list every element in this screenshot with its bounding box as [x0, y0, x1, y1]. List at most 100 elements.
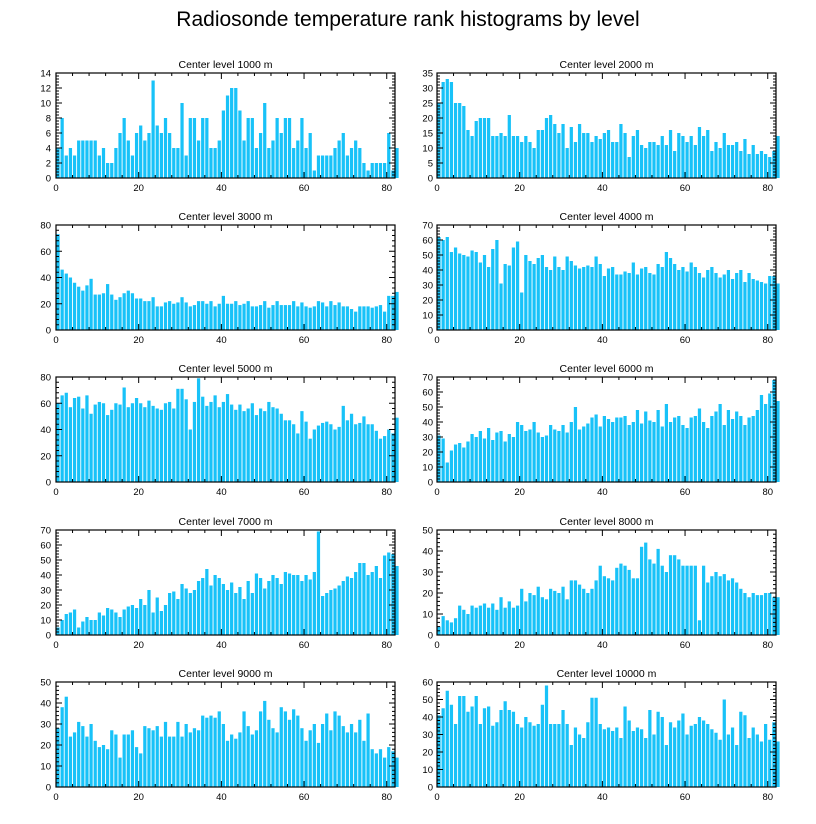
panel-10-bar: [660, 717, 664, 787]
panel-9-bar: [118, 757, 122, 787]
panel-10-bar: [706, 724, 710, 787]
panel-7-bar: [180, 584, 184, 635]
panel-10-bar: [635, 727, 640, 787]
panel-3-bar: [258, 305, 263, 330]
panel-2-xtick-label: 60: [680, 183, 691, 194]
panel-7-bar: [287, 573, 292, 635]
panel-4-bar: [681, 267, 685, 330]
panel-9-bar: [147, 728, 151, 787]
panel-1-bar: [151, 80, 155, 178]
panel-2-bar: [701, 136, 706, 178]
panel-8-bar: [458, 605, 462, 635]
panel-6-bar: [673, 417, 677, 482]
panel-1-bar: [230, 88, 234, 178]
panel-5-bar: [134, 398, 139, 482]
panel-3-bar: [213, 306, 217, 330]
panel-4-bar: [540, 255, 544, 330]
panel-6-ytick-label: 70: [422, 373, 433, 384]
panel-2-ytick-label: 5: [428, 159, 433, 170]
panel-7-ytick-label: 0: [46, 631, 51, 642]
panel-1-bar: [312, 170, 316, 178]
panel-4-ytick-label: 70: [422, 221, 433, 232]
panel-5-xtick-label: 60: [299, 487, 310, 498]
panel-1-bar: [72, 155, 77, 178]
panel-1-bar: [382, 163, 387, 178]
panel-3-bar: [283, 305, 288, 330]
panel-7-bar: [114, 612, 118, 635]
panel-2-bar: [751, 145, 755, 178]
panel-9-bar: [60, 707, 64, 787]
panel-7-bar: [72, 609, 77, 635]
panel-2-bar: [664, 145, 669, 178]
panel-7-xtick-label: 40: [216, 640, 227, 651]
panel-4-bar: [536, 258, 540, 330]
panel-4-bar: [453, 247, 458, 330]
panel-7-bar: [345, 576, 350, 635]
panel-5-bar: [180, 388, 184, 482]
panel-6-bar: [639, 423, 644, 482]
panel-9-bar: [395, 757, 399, 787]
panel-2-bar: [478, 118, 482, 178]
panel-10-bar: [470, 706, 474, 787]
panel-9-bar: [242, 711, 246, 787]
panel-8-bar: [466, 614, 470, 635]
panel-2-bar: [660, 136, 664, 178]
panel-4-bar: [714, 273, 718, 330]
panel-3-bar: [279, 305, 283, 330]
panel-5-bar: [168, 401, 172, 482]
panel-6-bar: [577, 429, 582, 482]
panel-1-bar: [225, 95, 230, 178]
panel-2-bar: [590, 142, 594, 178]
panel-1-bar: [143, 140, 147, 178]
panel-3-bar: [134, 298, 139, 330]
panel-6-bar: [697, 408, 702, 482]
panel-3-bar: [308, 307, 312, 330]
panel-8-bar: [590, 588, 594, 635]
panel-1-ytick-label: 6: [46, 129, 51, 140]
panel-2-ytick-label: 25: [422, 99, 433, 110]
panel-6-bar: [759, 395, 764, 482]
panel-10-bar: [606, 727, 611, 787]
panel-3-bar: [81, 290, 85, 330]
panel-1-bar: [118, 133, 122, 178]
panel-3-bar: [155, 306, 159, 330]
panel-9-bar: [238, 732, 242, 787]
panel-1-bar: [337, 140, 341, 178]
panel-1-bar: [89, 140, 93, 178]
panel-9-bar: [387, 747, 391, 787]
panel-4-ytick-label: 20: [422, 296, 433, 307]
panel-4-bar: [474, 252, 478, 330]
panel-3-bar: [101, 293, 106, 330]
panel-7-bar: [362, 563, 366, 635]
panel-3-bar: [93, 294, 97, 330]
panel-10-bar: [652, 734, 656, 787]
panel-10-bar: [743, 715, 747, 787]
panel-6-bar: [763, 404, 768, 482]
panel-8-bar: [739, 588, 743, 635]
panel-7-ytick-label: 60: [40, 541, 51, 552]
panel-4-bar: [673, 264, 677, 330]
panel-4-bar: [553, 256, 557, 330]
panel-6-bar: [449, 450, 454, 482]
panel-9-ytick-label: 10: [40, 762, 51, 773]
panel-2-bar: [689, 136, 693, 178]
panel-8-bar: [689, 565, 693, 635]
panel-3-bar: [378, 305, 383, 330]
panel-6-bar: [644, 411, 648, 482]
panel-10-bar: [586, 722, 590, 787]
panel-2-bar: [511, 136, 516, 178]
panel-8-bar: [540, 597, 544, 635]
panel-1-xtick-label: 80: [381, 183, 392, 194]
panel-3-xtick-label: 20: [133, 335, 144, 346]
panel-1-bar: [134, 133, 139, 178]
panel-2-ytick-label: 10: [422, 144, 433, 155]
panel-2-bar: [606, 130, 611, 178]
panel-10-bar: [478, 724, 482, 787]
panel-4-bar: [722, 274, 726, 330]
panel-2-bar: [565, 148, 569, 178]
panel-10-bar: [569, 745, 573, 787]
panel-3-xtick-label: 40: [216, 335, 227, 346]
panel-1-ytick-label: 4: [46, 144, 51, 155]
panel-2-bar: [611, 142, 615, 178]
